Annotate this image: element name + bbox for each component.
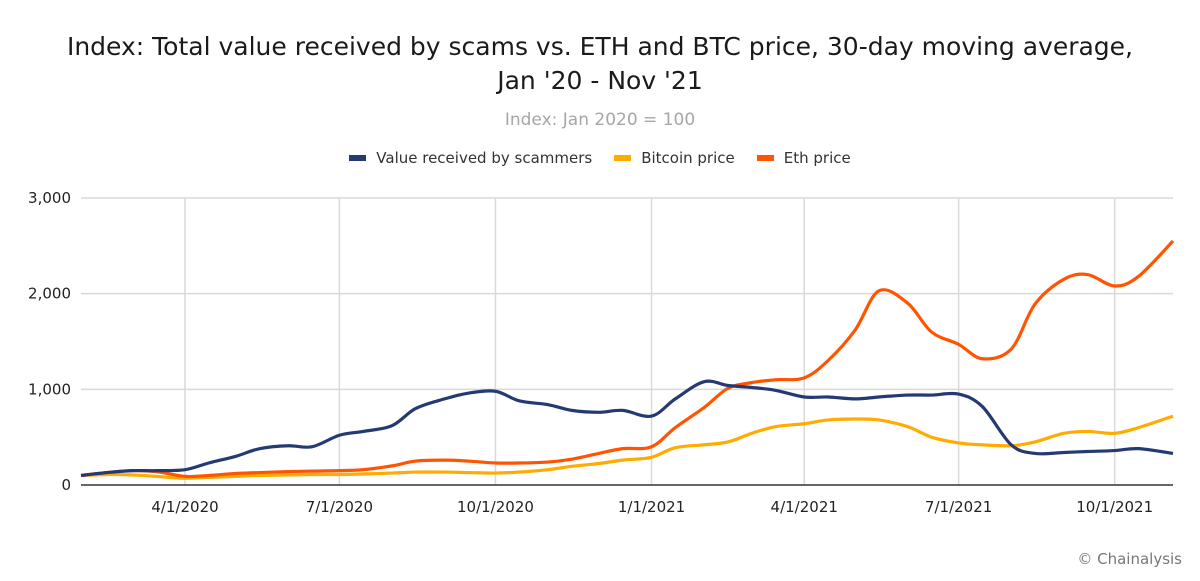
chart-title-line-2: Jan '20 - Nov '21 <box>497 66 703 95</box>
legend-label-eth: Eth price <box>783 149 851 167</box>
legend-item-eth[interactable]: Eth price <box>756 149 851 167</box>
y-tick-label: 2,000 <box>28 285 71 303</box>
legend-label-bitcoin: Bitcoin price <box>641 149 735 167</box>
chart-title-line-1: Index: Total value received by scams vs.… <box>66 32 1134 61</box>
data-lines <box>80 239 1175 480</box>
series-line-eth-price <box>80 239 1175 479</box>
x-tick-label: 10/1/2021 <box>1076 498 1153 516</box>
chart-legend: Value received by scammers Bitcoin price… <box>0 149 1200 167</box>
y-tick-label: 0 <box>61 476 71 494</box>
legend-swatch-bitcoin <box>614 155 632 161</box>
legend-swatch-scammers <box>349 155 367 161</box>
legend-label-scammers: Value received by scammers <box>376 149 593 167</box>
x-tick-label: 10/1/2020 <box>457 498 534 516</box>
y-tick-label: 3,000 <box>28 189 71 207</box>
chart-subtitle: Index: Jan 2020 = 100 <box>504 110 696 130</box>
series-line-value-received-by-scammers <box>80 379 1174 478</box>
legend-item-scammers[interactable]: Value received by scammers <box>349 149 592 167</box>
x-tick-label: 7/1/2021 <box>925 498 992 516</box>
x-tick-label: 4/1/2021 <box>771 498 838 516</box>
gridlines <box>81 197 1173 485</box>
x-tick-label: 4/1/2020 <box>151 498 218 516</box>
y-axis-ticks: 0 1,000 2,000 3,000 <box>28 189 71 494</box>
x-axis-ticks: 4/1/2020 7/1/2020 10/1/2020 1/1/2021 4/1/202… <box>151 498 1153 516</box>
series-line-bitcoin-price <box>80 414 1174 480</box>
legend-item-bitcoin[interactable]: Bitcoin price <box>614 149 735 167</box>
x-tick-label: 1/1/2021 <box>618 498 685 516</box>
chainalysis-credit: © Chainalysis <box>1077 550 1182 568</box>
x-tick-label: 7/1/2020 <box>306 498 373 516</box>
y-tick-label: 1,000 <box>28 380 71 398</box>
legend-swatch-eth <box>756 155 774 161</box>
chart-title: Index: Total value received by scams vs.… <box>0 30 1200 98</box>
